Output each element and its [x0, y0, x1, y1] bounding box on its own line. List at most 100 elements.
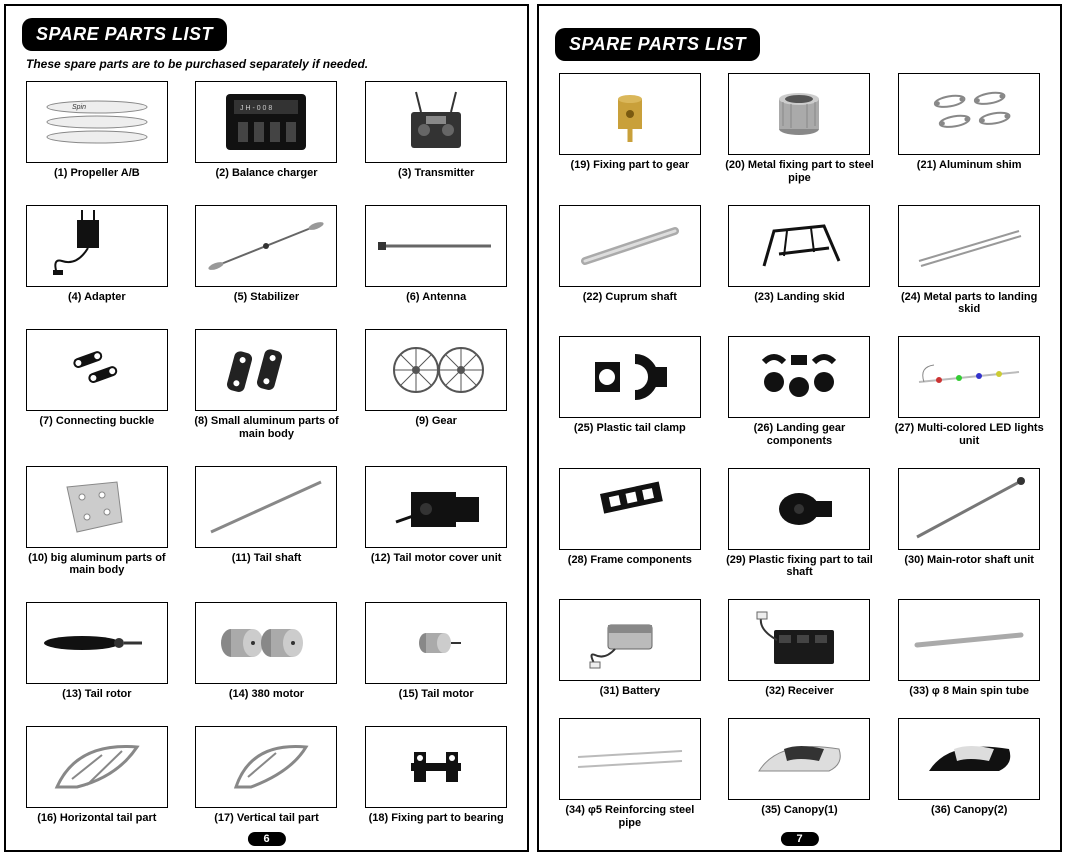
- part-cell: (14) 380 motor: [192, 602, 342, 720]
- part-label: (32) Receiver: [765, 685, 834, 698]
- part-label: (10) big aluminum parts of main body: [22, 552, 172, 577]
- parts-grid-right: (19) Fixing part to gear (20) Metal fixin…: [555, 73, 1044, 844]
- subtitle: These spare parts are to be purchased se…: [26, 57, 511, 71]
- part-label: (24) Metal parts to landing skid: [894, 291, 1044, 316]
- part-image: [559, 205, 701, 287]
- part-image: [26, 466, 168, 548]
- part-image: [559, 718, 701, 800]
- part-label: (29) Plastic fixing part to tail shaft: [725, 554, 875, 579]
- title-band-left: SPARE PARTS LIST: [22, 18, 227, 51]
- page-number-left: 6: [247, 832, 285, 846]
- part-label: (16) Horizontal tail part: [37, 812, 156, 825]
- part-label: (8) Small aluminum parts of main body: [192, 415, 342, 440]
- part-image: [559, 468, 701, 550]
- page-right: SPARE PARTS LIST (19) Fixing part to gea…: [537, 4, 1062, 852]
- part-label: (33) φ 8 Main spin tube: [909, 685, 1029, 698]
- part-label: (1) Propeller A/B: [54, 167, 140, 180]
- part-cell: (34) φ5 Reinforcing steel pipe: [555, 718, 705, 844]
- part-cell: (31) Battery: [555, 599, 705, 712]
- part-label: (18) Fixing part to bearing: [369, 812, 504, 825]
- part-label: (4) Adapter: [68, 291, 126, 304]
- part-image: [898, 205, 1040, 287]
- part-cell: (32) Receiver: [725, 599, 875, 712]
- part-label: (20) Metal fixing part to steel pipe: [725, 159, 875, 184]
- part-label: (22) Cuprum shaft: [583, 291, 677, 304]
- part-cell: (11) Tail shaft: [192, 466, 342, 597]
- part-cell: (7) Connecting buckle: [22, 329, 172, 460]
- part-cell: (8) Small aluminum parts of main body: [192, 329, 342, 460]
- part-cell: (16) Horizontal tail part: [22, 726, 172, 844]
- title-band-right: SPARE PARTS LIST: [555, 28, 760, 61]
- part-cell: (35) Canopy(1): [725, 718, 875, 844]
- part-label: (9) Gear: [415, 415, 457, 428]
- parts-grid-left: (1) Propeller A/B (2) Balance charger (3) …: [22, 81, 511, 844]
- part-label: (2) Balance charger: [215, 167, 317, 180]
- page-left: SPARE PARTS LIST These spare parts are t…: [4, 4, 529, 852]
- part-cell: (24) Metal parts to landing skid: [894, 205, 1044, 331]
- part-image: [365, 81, 507, 163]
- part-image: [898, 73, 1040, 155]
- part-image: [195, 602, 337, 684]
- part-cell: (4) Adapter: [22, 205, 172, 323]
- part-cell: (12) Tail motor cover unit: [361, 466, 511, 597]
- part-cell: (13) Tail rotor: [22, 602, 172, 720]
- page-number-right: 7: [780, 832, 818, 846]
- part-cell: (3) Transmitter: [361, 81, 511, 199]
- part-label: (34) φ5 Reinforcing steel pipe: [555, 804, 705, 829]
- part-label: (13) Tail rotor: [62, 688, 131, 701]
- part-label: (27) Multi-colored LED lights unit: [894, 422, 1044, 447]
- part-label: (5) Stabilizer: [234, 291, 299, 304]
- part-cell: (23) Landing skid: [725, 205, 875, 331]
- part-cell: (10) big aluminum parts of main body: [22, 466, 172, 597]
- part-label: (25) Plastic tail clamp: [574, 422, 686, 435]
- part-image: [365, 205, 507, 287]
- part-cell: (30) Main-rotor shaft unit: [894, 468, 1044, 594]
- part-label: (11) Tail shaft: [232, 552, 301, 565]
- part-image: [26, 81, 168, 163]
- part-label: (31) Battery: [600, 685, 661, 698]
- part-image: [728, 73, 870, 155]
- part-image: [26, 726, 168, 808]
- part-cell: (25) Plastic tail clamp: [555, 336, 705, 462]
- part-image: [559, 73, 701, 155]
- part-cell: (28) Frame components: [555, 468, 705, 594]
- part-image: [728, 599, 870, 681]
- part-cell: (21) Aluminum shim: [894, 73, 1044, 199]
- part-cell: (17) Vertical tail part: [192, 726, 342, 844]
- part-label: (30) Main-rotor shaft unit: [904, 554, 1034, 567]
- part-label: (23) Landing skid: [754, 291, 844, 304]
- part-label: (12) Tail motor cover unit: [371, 552, 502, 565]
- part-image: [26, 205, 168, 287]
- part-cell: (36) Canopy(2): [894, 718, 1044, 844]
- part-image: [898, 468, 1040, 550]
- part-image: [195, 466, 337, 548]
- part-image: [26, 329, 168, 411]
- part-label: (6) Antenna: [406, 291, 466, 304]
- part-label: (15) Tail motor: [399, 688, 474, 701]
- part-label: (3) Transmitter: [398, 167, 474, 180]
- part-cell: (5) Stabilizer: [192, 205, 342, 323]
- part-cell: (29) Plastic fixing part to tail shaft: [725, 468, 875, 594]
- part-cell: (18) Fixing part to bearing: [361, 726, 511, 844]
- part-image: [728, 718, 870, 800]
- part-label: (7) Connecting buckle: [39, 415, 154, 428]
- part-image: [365, 726, 507, 808]
- part-image: [898, 599, 1040, 681]
- part-cell: (1) Propeller A/B: [22, 81, 172, 199]
- part-label: (14) 380 motor: [229, 688, 304, 701]
- part-image: [898, 718, 1040, 800]
- part-image: [26, 602, 168, 684]
- part-cell: (2) Balance charger: [192, 81, 342, 199]
- part-label: (19) Fixing part to gear: [571, 159, 690, 172]
- part-cell: (22) Cuprum shaft: [555, 205, 705, 331]
- part-label: (28) Frame components: [568, 554, 692, 567]
- part-label: (35) Canopy(1): [761, 804, 837, 817]
- part-image: [365, 602, 507, 684]
- part-image: [365, 329, 507, 411]
- part-image: [559, 599, 701, 681]
- part-cell: (27) Multi-colored LED lights unit: [894, 336, 1044, 462]
- part-cell: (19) Fixing part to gear: [555, 73, 705, 199]
- part-cell: (33) φ 8 Main spin tube: [894, 599, 1044, 712]
- part-label: (21) Aluminum shim: [917, 159, 1022, 172]
- manual-spread: SPARE PARTS LIST These spare parts are t…: [0, 0, 1066, 856]
